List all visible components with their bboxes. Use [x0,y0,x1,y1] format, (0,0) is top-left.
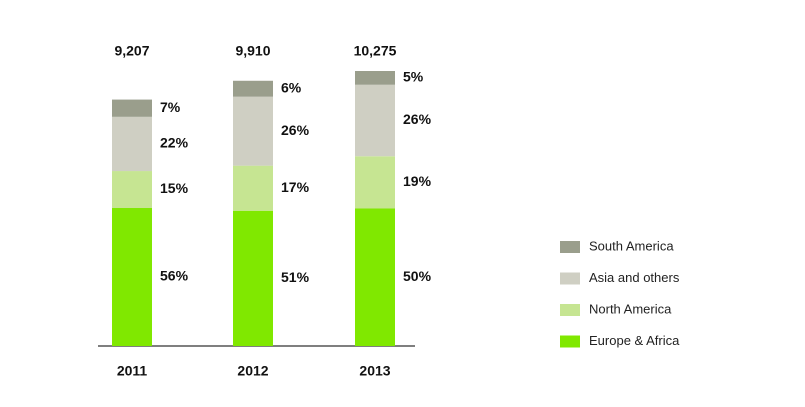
x-tick-label: 2011 [117,363,148,379]
total-label: 9,207 [114,43,149,59]
bar-segment [112,171,152,209]
legend-label: North America [589,301,672,316]
bar-segment [112,99,152,117]
data-label: 51% [281,269,310,285]
data-label: 22% [160,135,189,151]
bar-segment [355,71,395,85]
data-label: 7% [160,99,181,115]
x-tick-label: 2012 [237,363,268,379]
legend-swatch [560,241,580,253]
data-label: 26% [403,111,432,127]
data-label: 50% [403,268,432,284]
data-label: 17% [281,179,310,195]
data-label: 26% [281,122,310,138]
bar-segment [233,80,273,97]
legend-swatch [560,304,580,316]
total-label: 9,910 [235,43,270,59]
legend-label: South America [589,238,674,253]
bar-segment [233,210,273,346]
legend-swatch [560,335,580,348]
legend-label: Asia and others [589,270,680,285]
data-label: 5% [403,69,424,85]
bar-segment [233,96,273,166]
legend-swatch [560,272,580,285]
data-label: 19% [403,173,432,189]
bar-segment [112,208,152,346]
data-label: 56% [160,268,189,284]
legend-label: Europe & Africa [589,333,680,348]
x-tick-label: 2013 [359,363,390,379]
data-label: 6% [281,79,302,95]
bar-segment [355,156,395,209]
bar-segment [233,165,273,211]
data-label: 15% [160,180,189,196]
bar-segment [355,84,395,157]
bar-segment [355,208,395,346]
total-label: 10,275 [354,43,397,59]
bar-segment [112,116,152,172]
